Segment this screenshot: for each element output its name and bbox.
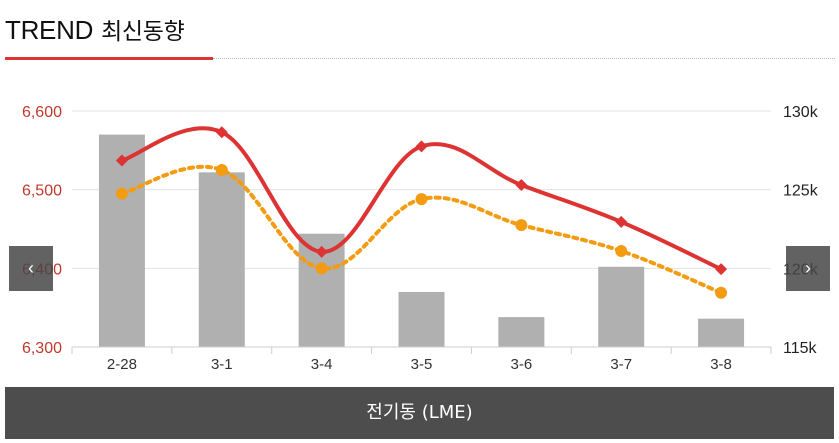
- title-en: TREND: [5, 15, 94, 45]
- left-axis-tick-label: 6,300: [22, 340, 62, 357]
- title-ko: 최신동향: [101, 19, 185, 45]
- series-point-dotted: [315, 262, 328, 275]
- x-axis-tick-label: 3-7: [610, 356, 632, 373]
- series-point-dotted: [715, 286, 728, 299]
- bar: [198, 172, 245, 347]
- header-divider: [213, 58, 835, 59]
- series-point-dotted: [615, 245, 628, 258]
- x-axis-tick-label: 3-8: [710, 356, 732, 373]
- right-axis-tick-label: 130k: [783, 104, 819, 121]
- series-point-solid: [615, 215, 628, 228]
- footer-label: 전기동 (LME): [366, 402, 473, 423]
- page-title: TREND 최신동향: [5, 12, 185, 46]
- series-point-solid: [515, 178, 528, 191]
- series-point-solid: [715, 263, 728, 276]
- bar: [398, 291, 445, 347]
- x-axis-tick-label: 3-5: [411, 356, 433, 373]
- bar: [598, 266, 645, 347]
- left-axis-tick-label: 6,600: [22, 104, 62, 121]
- title-underline: [5, 57, 213, 60]
- footer-bar[interactable]: 전기동 (LME): [5, 387, 834, 439]
- series-point-solid: [315, 245, 328, 258]
- x-axis-tick-label: 3-6: [511, 356, 533, 373]
- x-axis-tick-label: 3-1: [211, 356, 233, 373]
- header: TREND 최신동향: [0, 0, 839, 62]
- series-point-dotted: [515, 219, 528, 232]
- bar: [498, 317, 545, 347]
- series-point-solid: [115, 154, 128, 167]
- series-point-dotted: [215, 164, 228, 176]
- series-point-solid: [415, 140, 428, 153]
- right-axis-tick-label: 115k: [783, 340, 818, 357]
- prev-arrow-button[interactable]: ‹: [9, 246, 53, 291]
- series-point-dotted: [415, 193, 428, 206]
- series-point-dotted: [115, 187, 128, 200]
- bar: [698, 318, 745, 347]
- x-axis-tick-label: 2-28: [107, 356, 137, 373]
- left-axis-tick-label: 6,500: [22, 183, 62, 200]
- bar: [98, 134, 145, 347]
- chevron-right-icon: ›: [805, 258, 811, 278]
- trend-chart: 6,3006,4006,5006,600115k120k125k130k2-28…: [22, 104, 819, 373]
- x-axis-tick-label: 3-4: [311, 356, 333, 373]
- chevron-left-icon: ‹: [28, 258, 34, 278]
- next-arrow-button[interactable]: ›: [786, 246, 830, 291]
- right-axis-tick-label: 125k: [783, 183, 819, 200]
